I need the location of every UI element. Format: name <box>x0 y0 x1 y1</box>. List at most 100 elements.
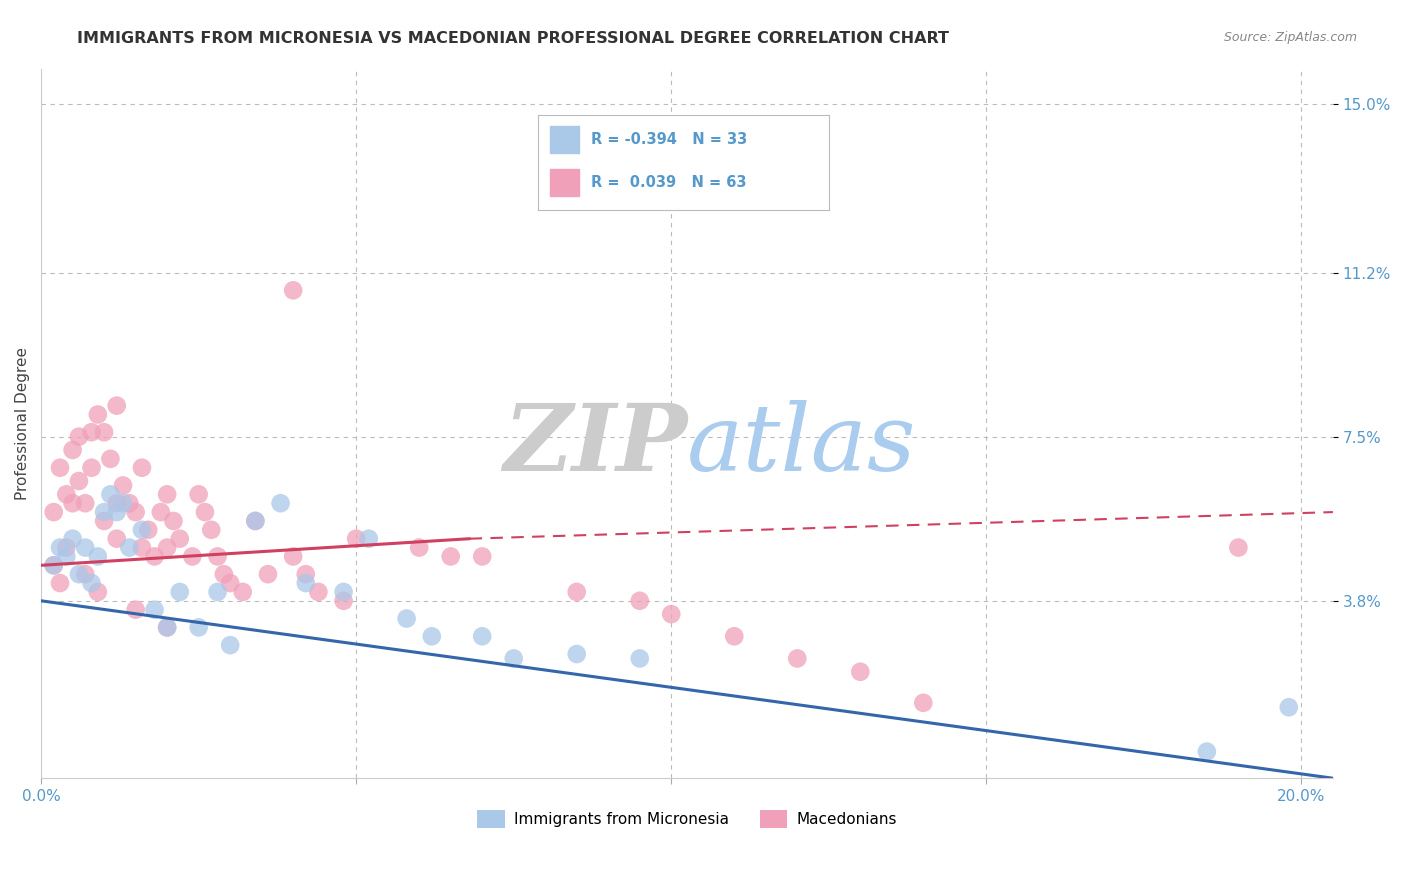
Point <box>257 567 280 582</box>
Point <box>187 620 209 634</box>
Point <box>42 558 65 573</box>
Point <box>628 594 651 608</box>
Point <box>332 585 354 599</box>
Point <box>156 620 179 634</box>
Point <box>124 602 146 616</box>
Point <box>502 651 524 665</box>
Point <box>93 425 115 440</box>
Point <box>169 585 191 599</box>
Point <box>628 651 651 665</box>
Point <box>75 567 97 582</box>
Point <box>80 576 103 591</box>
Point <box>93 514 115 528</box>
Point <box>307 585 329 599</box>
Point <box>62 532 84 546</box>
Point <box>105 532 128 546</box>
Point <box>124 505 146 519</box>
Point <box>105 505 128 519</box>
Point <box>169 532 191 546</box>
Point <box>156 487 179 501</box>
Point <box>471 549 494 564</box>
Point <box>118 496 141 510</box>
Point <box>62 496 84 510</box>
Point <box>294 576 316 591</box>
Point <box>112 478 135 492</box>
Point <box>471 629 494 643</box>
Point <box>420 629 443 643</box>
Point <box>219 576 242 591</box>
Point <box>75 496 97 510</box>
Point <box>143 602 166 616</box>
Point <box>55 549 77 564</box>
Point <box>80 460 103 475</box>
Point <box>181 549 204 564</box>
Point <box>42 505 65 519</box>
Point <box>283 549 305 564</box>
Point <box>143 549 166 564</box>
Point <box>659 607 682 621</box>
Point <box>93 505 115 519</box>
Point <box>67 567 90 582</box>
Point <box>344 532 367 546</box>
Point <box>118 541 141 555</box>
Point <box>149 505 172 519</box>
Point <box>565 647 588 661</box>
Point <box>62 442 84 457</box>
Point <box>395 611 418 625</box>
Point <box>131 460 153 475</box>
Point <box>187 487 209 501</box>
Point <box>100 451 122 466</box>
Point <box>136 523 159 537</box>
Point <box>55 487 77 501</box>
Point <box>245 514 267 528</box>
Point <box>55 541 77 555</box>
Point <box>849 665 872 679</box>
Point <box>49 460 72 475</box>
Point <box>1278 700 1301 714</box>
Point <box>100 487 122 501</box>
Point <box>194 505 217 519</box>
Point <box>723 629 745 643</box>
Point <box>219 638 242 652</box>
Y-axis label: Professional Degree: Professional Degree <box>15 347 30 500</box>
Point <box>131 523 153 537</box>
Legend: Immigrants from Micronesia, Macedonians: Immigrants from Micronesia, Macedonians <box>471 804 903 834</box>
Point <box>207 585 229 599</box>
Point <box>207 549 229 564</box>
Point <box>1195 745 1218 759</box>
Point <box>440 549 463 564</box>
Point <box>49 541 72 555</box>
Point <box>332 594 354 608</box>
Point <box>408 541 430 555</box>
Point <box>162 514 184 528</box>
Point <box>357 532 380 546</box>
Point <box>156 620 179 634</box>
Point <box>105 399 128 413</box>
Point <box>131 541 153 555</box>
Text: atlas: atlas <box>688 400 917 490</box>
Point <box>87 408 110 422</box>
Point <box>786 651 808 665</box>
Point <box>105 496 128 510</box>
Point <box>212 567 235 582</box>
Point <box>156 541 179 555</box>
Point <box>49 576 72 591</box>
Point <box>232 585 254 599</box>
Point <box>912 696 935 710</box>
Point <box>294 567 316 582</box>
Point <box>245 514 267 528</box>
Point <box>565 585 588 599</box>
Point <box>87 585 110 599</box>
Text: Source: ZipAtlas.com: Source: ZipAtlas.com <box>1223 31 1357 45</box>
Point <box>67 474 90 488</box>
Text: IMMIGRANTS FROM MICRONESIA VS MACEDONIAN PROFESSIONAL DEGREE CORRELATION CHART: IMMIGRANTS FROM MICRONESIA VS MACEDONIAN… <box>77 31 949 46</box>
Point <box>42 558 65 573</box>
Point <box>200 523 222 537</box>
Text: ZIP: ZIP <box>503 400 688 490</box>
Point <box>283 283 305 297</box>
Point <box>1227 541 1250 555</box>
Point <box>112 496 135 510</box>
Point <box>87 549 110 564</box>
Point <box>67 430 90 444</box>
Point <box>75 541 97 555</box>
